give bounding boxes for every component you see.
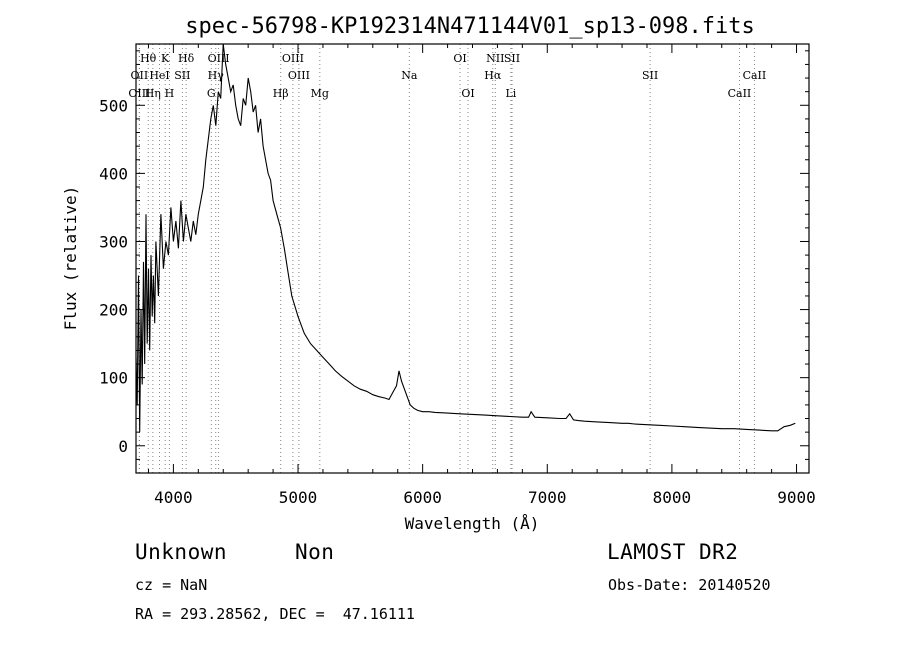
line-label-16: Na <box>401 69 418 82</box>
line-label-20: Hα <box>484 69 502 82</box>
line-label-3: K <box>161 52 170 65</box>
line-label-8: Hδ <box>178 52 195 65</box>
line-label-13: OIII <box>282 52 304 65</box>
y-tick-label-3: 300 <box>99 232 128 251</box>
coordinates-line: RA = 293.28562, DEC = 47.16111 <box>135 605 415 623</box>
x-tick-label-5: 9000 <box>777 488 816 507</box>
line-label-12: Hβ <box>273 87 289 100</box>
line-label-7: SII <box>174 69 190 82</box>
line-label-24: CaII <box>743 69 767 82</box>
line-label-17: OI <box>453 52 466 65</box>
line-label-0: Hθ <box>140 52 157 65</box>
line-label-21: SII <box>504 52 520 65</box>
x-tick-label-3: 7000 <box>528 488 567 507</box>
y-tick-label-5: 500 <box>99 96 128 115</box>
line-label-15: Mg <box>311 87 329 100</box>
line-label-25: CaII <box>728 87 752 100</box>
flux-series-line <box>135 43 796 433</box>
line-label-18: OI <box>461 87 474 100</box>
x-tick-label-4: 8000 <box>653 488 692 507</box>
y-tick-label-2: 200 <box>99 301 128 320</box>
line-label-11: G <box>207 87 216 100</box>
x-tick-label-2: 6000 <box>403 488 442 507</box>
line-label-9: OIII <box>208 52 230 65</box>
line-label-2: OIII <box>128 87 150 100</box>
line-label-10: Hγ <box>208 69 225 82</box>
line-label-22: Li <box>505 87 516 100</box>
chart-title: spec-56798-KP192314N471144V01_sp13-098.f… <box>185 14 755 39</box>
plot-frame <box>135 43 810 474</box>
obs-date-line: Obs-Date: 20140520 <box>608 576 771 594</box>
redshift-line: cz = NaN <box>135 576 208 594</box>
y-tick-label-1: 100 <box>99 369 128 388</box>
line-label-14: OIII <box>288 69 310 82</box>
line-label-23: SII <box>642 69 658 82</box>
survey-label: LAMOST DR2 <box>607 540 739 564</box>
x-tick-label-0: 4000 <box>154 488 193 507</box>
x-axis-label: Wavelength (Å) <box>405 514 540 533</box>
line-label-5: Hη <box>145 87 161 100</box>
line-label-19: NII <box>486 52 504 65</box>
x-tick-label-1: 5000 <box>279 488 318 507</box>
y-tick-label-4: 400 <box>99 164 128 183</box>
object-class-label: Unknown <box>135 540 228 564</box>
y-axis-label: Flux (relative) <box>61 186 80 331</box>
line-label-4: HeI <box>149 69 169 82</box>
line-label-6: H <box>165 87 175 100</box>
line-label-1: OII <box>131 69 149 82</box>
axis-ticks: 4000 5000 6000 7000 8000 9000 0 100 200 300 400 500 <box>99 44 816 507</box>
object-subclass-label: Non <box>295 540 335 564</box>
y-tick-label-0: 0 <box>118 437 128 456</box>
